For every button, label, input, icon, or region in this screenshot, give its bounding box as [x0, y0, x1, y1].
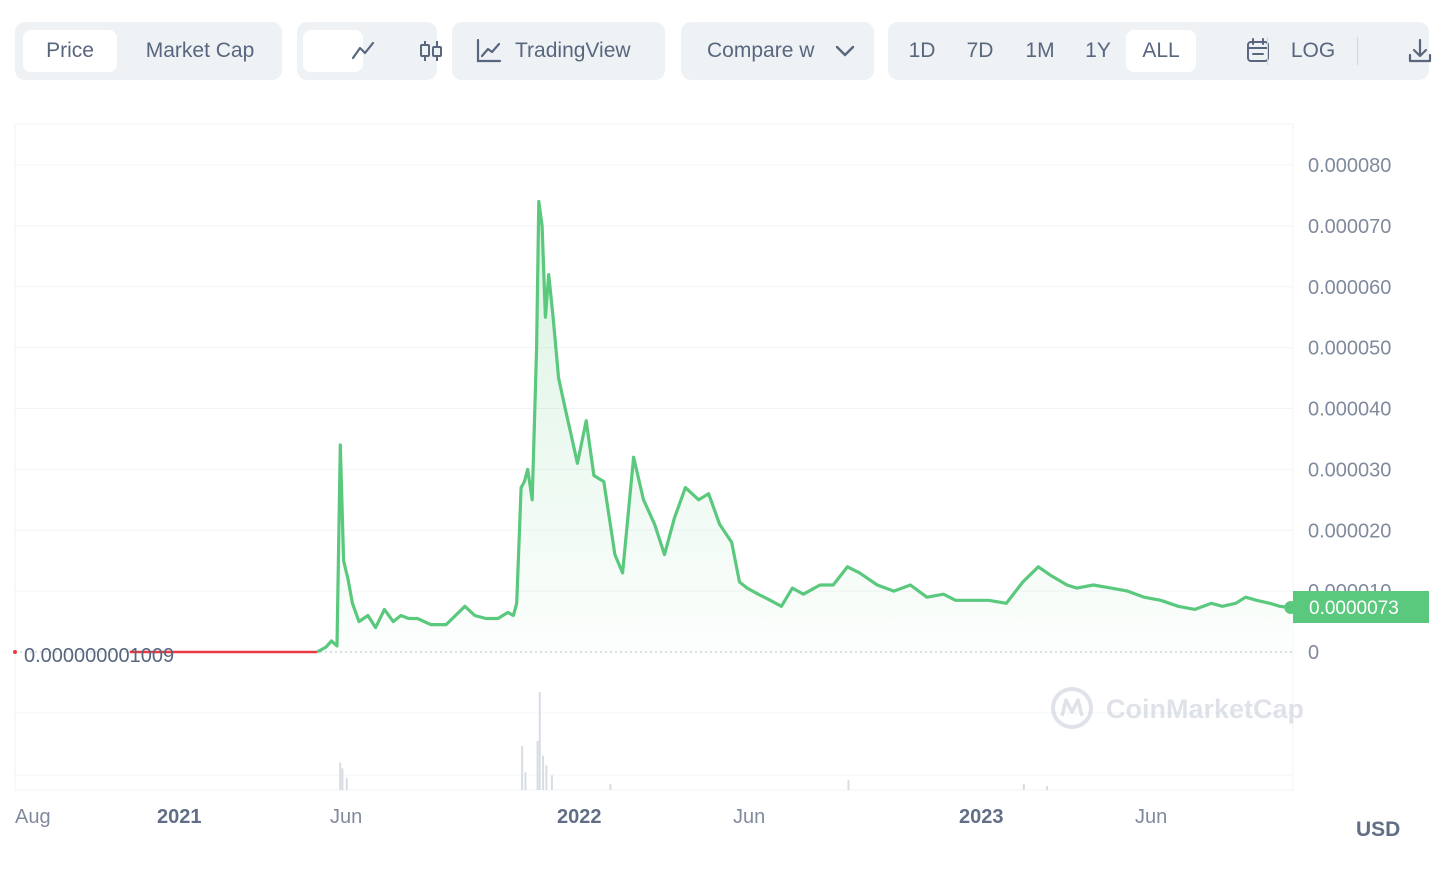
candlestick-icon [420, 41, 442, 61]
volume-bar [524, 772, 527, 790]
volume-bar [536, 741, 539, 790]
volume-bar [847, 780, 850, 790]
download-button[interactable] [1368, 30, 1432, 72]
chevron-down-icon [835, 45, 855, 57]
y-tick-label: 0.000050 [1308, 338, 1391, 360]
range-group: 1D 7D 1M 1Y ALL LOG [888, 22, 1432, 80]
price-tab[interactable]: Price [23, 30, 117, 72]
y-tick-label: 0 [1308, 642, 1319, 664]
volume-bar [339, 762, 342, 790]
x-tick-label: Jun [330, 806, 362, 828]
line-chart-button[interactable] [303, 30, 375, 72]
line-chart-icon [351, 41, 375, 60]
compare-dropdown[interactable]: Compare w [689, 30, 866, 72]
compare-label: Compare w [707, 39, 815, 62]
start-price-label: 0.000000001009 [24, 645, 174, 667]
current-price-badge [1293, 591, 1429, 623]
price-line [316, 199, 1291, 654]
y-tick-label: 0.000070 [1308, 216, 1391, 238]
range-1d[interactable]: 1D [908, 39, 936, 62]
download-icon [1408, 38, 1432, 63]
tradingview-icon [476, 38, 502, 63]
grid-lines [15, 164, 1293, 776]
volume-bar [545, 765, 548, 790]
current-price-label: 0.0000073 [1309, 598, 1399, 619]
y-tick-label: 0.000020 [1308, 520, 1391, 542]
metric-toggle: Price Market Cap [15, 22, 282, 80]
candlestick-button[interactable] [371, 30, 442, 72]
y-tick-label: 0.000040 [1308, 399, 1391, 421]
volume-bars [339, 692, 1049, 790]
toolbar-divider [1267, 37, 1268, 65]
compare-group: Compare w [681, 22, 874, 80]
volume-bar [345, 778, 348, 790]
range-7d[interactable]: 7D [966, 39, 994, 62]
range-all[interactable]: ALL [1126, 30, 1196, 72]
tradingview-label: TradingView [515, 39, 631, 62]
coinmarketcap-logo-icon [1051, 687, 1093, 729]
tradingview-group: TradingView [452, 22, 665, 80]
volume-bar [341, 768, 344, 790]
coinmarketcap-watermark: CoinMarketCap [1051, 687, 1304, 729]
volume-bar [1022, 784, 1025, 790]
watermark-text: CoinMarketCap [1106, 694, 1304, 724]
toolbar-divider [1357, 37, 1358, 65]
x-tick-label: 2021 [157, 806, 202, 828]
x-tick-label: 2022 [557, 806, 602, 828]
currency-label: USD [1356, 818, 1401, 841]
market-cap-tab[interactable]: Market Cap [145, 39, 255, 62]
y-tick-label: 0.000080 [1308, 155, 1391, 177]
x-tick-label: 2023 [959, 806, 1004, 828]
volume-bar [538, 692, 541, 790]
volume-bar [521, 745, 524, 790]
volume-bar [542, 755, 545, 790]
calendar-icon [1247, 38, 1269, 62]
x-tick-label: Jun [1135, 806, 1167, 828]
start-marker [13, 650, 17, 654]
y-axis: 00.0000100.0000200.0000300.0000400.00005… [1308, 155, 1391, 664]
volume-bar [1046, 786, 1049, 790]
volume-bar [609, 784, 612, 790]
calendar-button[interactable] [1206, 30, 1269, 72]
x-axis: Aug 2021 Jun 2022 Jun 2023 Jun [15, 806, 1167, 828]
log-scale-button[interactable]: LOG [1290, 39, 1336, 62]
y-tick-label: 0.000030 [1308, 459, 1391, 481]
y-tick-label: 0.000060 [1308, 277, 1391, 299]
tradingview-button[interactable]: TradingView [460, 30, 657, 72]
plot-frame [14, 123, 1294, 791]
range-1m[interactable]: 1M [1025, 39, 1055, 62]
volume-bar [550, 775, 553, 790]
x-tick-label: Jun [733, 806, 765, 828]
chart-style-toggle [297, 22, 442, 80]
price-area [317, 201, 1291, 652]
range-1y[interactable]: 1Y [1085, 39, 1111, 62]
x-tick-label: Aug [15, 806, 51, 828]
